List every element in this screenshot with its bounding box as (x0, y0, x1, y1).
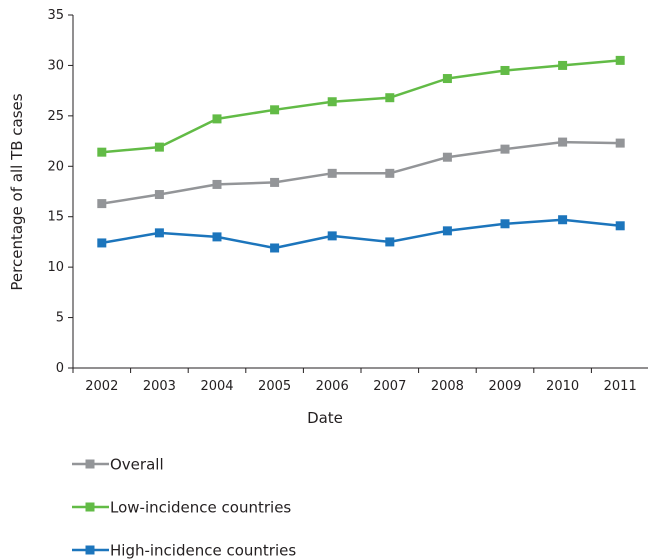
legend-marker (85, 502, 95, 512)
data-point (154, 190, 164, 200)
data-point (442, 74, 452, 84)
y-tick-label: 35 (47, 8, 64, 23)
data-point (270, 177, 280, 187)
series-1 (97, 137, 625, 209)
legend-marker (85, 545, 95, 555)
data-point (327, 168, 337, 178)
series-layer (97, 55, 625, 253)
data-point (327, 97, 337, 107)
y-tick-label: 0 (56, 361, 64, 376)
x-tick-label: 2002 (85, 379, 118, 394)
legend-item: High-incidence countries (72, 542, 296, 560)
data-point (615, 221, 625, 231)
legend-label: Overall (110, 456, 164, 474)
data-point (615, 138, 625, 148)
y-tick-label: 10 (47, 260, 64, 275)
x-tick-label: 2011 (604, 379, 637, 394)
x-tick-label: 2009 (488, 379, 521, 394)
data-point (558, 60, 568, 70)
data-point (385, 93, 395, 103)
series-line (101, 140, 621, 205)
x-tick-label: 2010 (546, 379, 579, 394)
data-point (615, 55, 625, 65)
y-axis-title: Percentage of all TB cases (8, 93, 26, 290)
x-tick-label: 2007 (373, 379, 406, 394)
data-point (97, 199, 107, 209)
x-tick-label: 2004 (200, 379, 233, 394)
x-tick-label: 2005 (258, 379, 291, 394)
data-point (270, 105, 280, 115)
data-point (385, 237, 395, 247)
data-point (385, 168, 395, 178)
x-tick-label: 2003 (143, 379, 176, 394)
legend: Overall Low-incidence countries High-incid… (72, 456, 296, 560)
y-tick-label: 15 (47, 210, 64, 225)
y-tick-label: 5 (56, 311, 64, 326)
data-point (212, 114, 222, 124)
data-point (270, 243, 280, 253)
legend-marker (85, 459, 95, 469)
data-point (500, 219, 510, 229)
data-point (212, 179, 222, 189)
legend-item: Overall (72, 456, 164, 474)
data-point (154, 228, 164, 238)
legend-label: Low-incidence countries (110, 499, 291, 517)
x-tick-label: 2006 (316, 379, 349, 394)
data-point (500, 65, 510, 75)
data-point (327, 231, 337, 241)
series-2 (97, 55, 625, 157)
data-point (558, 215, 568, 225)
x-axis-title: Date (307, 409, 343, 427)
data-point (97, 147, 107, 157)
data-point (442, 226, 452, 236)
data-point (558, 137, 568, 147)
data-point (442, 152, 452, 162)
data-point (212, 232, 222, 242)
y-tick-label: 20 (47, 159, 64, 174)
series-3 (97, 215, 625, 253)
x-tick-label: 2008 (431, 379, 464, 394)
series-line (101, 59, 621, 154)
data-point (500, 144, 510, 154)
y-tick-label: 25 (47, 109, 64, 124)
chart-axes: 0 5 10 15 20 25 30 35 2002 2003 2004 2005 2006 2007 20… (47, 8, 648, 394)
y-tick-label: 30 (47, 58, 64, 73)
series-line (101, 218, 621, 250)
data-point (154, 142, 164, 152)
legend-label: High-incidence countries (110, 542, 296, 560)
legend-item: Low-incidence countries (72, 499, 291, 517)
data-point (97, 238, 107, 248)
